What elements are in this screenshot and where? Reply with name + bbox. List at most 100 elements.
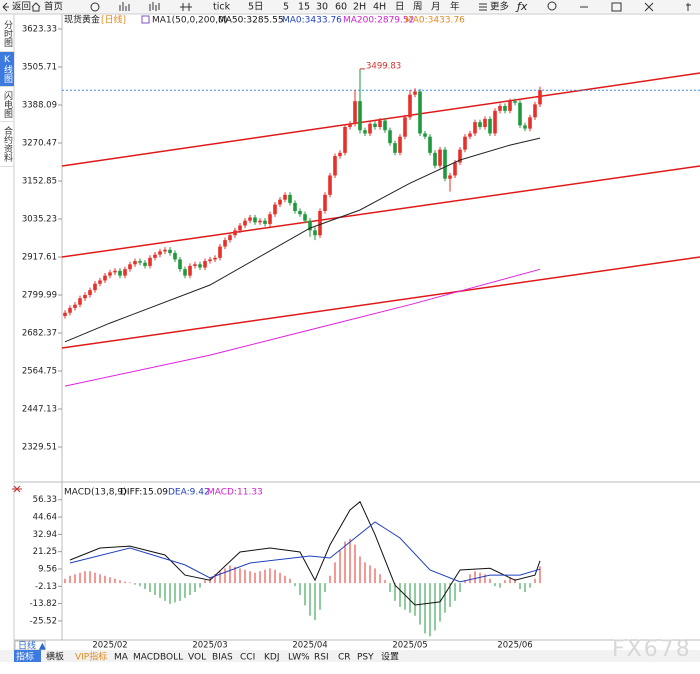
indicator-tab[interactable]: KDJ [264, 653, 280, 663]
candle-body [463, 136, 467, 150]
indicator-tab[interactable]: CCI [240, 653, 255, 663]
indicator-tab[interactable]: MACD [133, 653, 160, 663]
candle-body [338, 152, 342, 157]
menu-icon[interactable] [479, 3, 487, 11]
indicator-tab[interactable]: BOLL [160, 653, 183, 663]
candle-body [273, 204, 277, 215]
candle-body [138, 261, 142, 263]
candle-body [268, 214, 272, 224]
toolbar-button[interactable]: 5 [283, 2, 289, 13]
toolbar-button[interactable]: 60 [335, 2, 347, 13]
candle-body [153, 254, 157, 258]
y-tick-label: 3623.33 [22, 25, 57, 35]
candle-body [443, 149, 447, 179]
sidebar-tab[interactable]: 闪电图 [0, 87, 14, 122]
candle-body [438, 149, 442, 166]
candle-body [248, 217, 252, 221]
candle-body [398, 136, 402, 153]
x-tick-label: 2025/04 [292, 641, 327, 651]
kline-icon[interactable] [119, 2, 130, 11]
candle-body [328, 175, 332, 195]
home-icon[interactable] [31, 2, 41, 12]
candle-body [288, 194, 292, 203]
sidebar-tab[interactable]: 合约资料 [0, 122, 14, 167]
candle-body [228, 235, 232, 241]
toolbar-button[interactable]: tick [213, 2, 231, 13]
indicator-tab[interactable]: VIP指标 [75, 651, 107, 663]
candle-body [538, 90, 542, 105]
candle-body [508, 101, 512, 111]
candle-body [403, 117, 407, 137]
toolbar-button[interactable]: 15 [298, 2, 310, 13]
indicator-tab[interactable]: 设置 [381, 652, 399, 663]
tool-icon[interactable] [180, 3, 192, 11]
bar-icon[interactable] [149, 2, 160, 11]
indicator-tab[interactable]: LW% [288, 653, 310, 663]
candle-body [163, 249, 167, 252]
toolbar-button[interactable]: 更多 [490, 1, 509, 13]
y-tick-label: -25.52 [30, 616, 57, 626]
candle-body [183, 269, 187, 276]
indicator-tab[interactable]: RSI [314, 653, 329, 663]
x-tick-label: 2025/02 [92, 641, 127, 651]
legend-item: MA0:3433.76 [405, 16, 465, 26]
indicator-line [64, 268, 541, 387]
toolbar-button[interactable]: 月 [431, 2, 441, 13]
dollar-icon[interactable] [686, 3, 691, 11]
close-icon[interactable] [644, 2, 654, 12]
indicator-tab[interactable]: 指标 [16, 651, 34, 663]
indicator-tab[interactable]: MA [114, 653, 129, 663]
refresh-icon[interactable] [90, 2, 100, 12]
candle-body [373, 123, 377, 127]
indicator-tab[interactable]: BIAS [212, 653, 233, 663]
period-button[interactable]: 日线 ▲ [18, 640, 46, 652]
trend-line [61, 256, 700, 349]
sidebar-tab[interactable]: 分时图 [0, 15, 14, 52]
trend-line [61, 165, 700, 258]
toolbar-button[interactable]: 周 [413, 2, 423, 13]
toolbar-button[interactable]: 返回 [12, 1, 31, 13]
indicator-tab[interactable]: CR [338, 653, 351, 663]
toolbar-button[interactable]: 2H [353, 2, 366, 13]
back-icon[interactable] [2, 2, 9, 12]
zoom-out-icon[interactable] [547, 1, 557, 11]
toolbar-button[interactable]: 年 [450, 1, 460, 13]
indicator-tab[interactable]: 横板 [46, 651, 64, 663]
candle-body [208, 259, 212, 262]
candle-body [258, 220, 262, 223]
candle-body [318, 210, 322, 236]
candle-body [313, 230, 317, 236]
tabbar-bg [0, 650, 700, 662]
candle-body [333, 156, 337, 176]
toolbar-button[interactable]: 5日 [248, 2, 264, 13]
candle-body [473, 122, 477, 134]
candle-body [528, 117, 532, 129]
indicator-tab[interactable]: VOL [188, 653, 206, 663]
candle-body [173, 252, 177, 260]
window-icon[interactable] [611, 2, 622, 12]
candle-body [308, 220, 312, 231]
candle-body [418, 91, 422, 134]
fx-icon[interactable]: ƒx [515, 0, 528, 13]
sidebar-tab[interactable]: K线图 [0, 52, 14, 87]
candle-body [83, 294, 87, 299]
candle-body [393, 143, 397, 153]
y-tick-label: 3035.23 [22, 215, 57, 225]
candle-body [388, 130, 392, 144]
candle-body [73, 304, 77, 308]
toolbar-button[interactable]: 首页 [44, 1, 63, 13]
macd-settings-icon[interactable] [12, 485, 22, 493]
candle-body [218, 246, 222, 258]
candle-body [198, 264, 202, 268]
toolbar-button[interactable]: 日 [395, 2, 405, 13]
x-tick-label: 2025/03 [192, 641, 227, 651]
candle-body [293, 202, 297, 211]
legend-item: DIFF:15.09 [120, 488, 168, 498]
legend-item: MA200:2879.52 [343, 16, 414, 26]
toolbar-button[interactable]: 4H [373, 2, 386, 13]
indicator-tab[interactable]: PSY [357, 653, 374, 663]
candle-body [348, 123, 352, 127]
candle-body [468, 133, 472, 137]
candle-body [383, 120, 387, 131]
toolbar-button[interactable]: 30 [316, 2, 328, 13]
